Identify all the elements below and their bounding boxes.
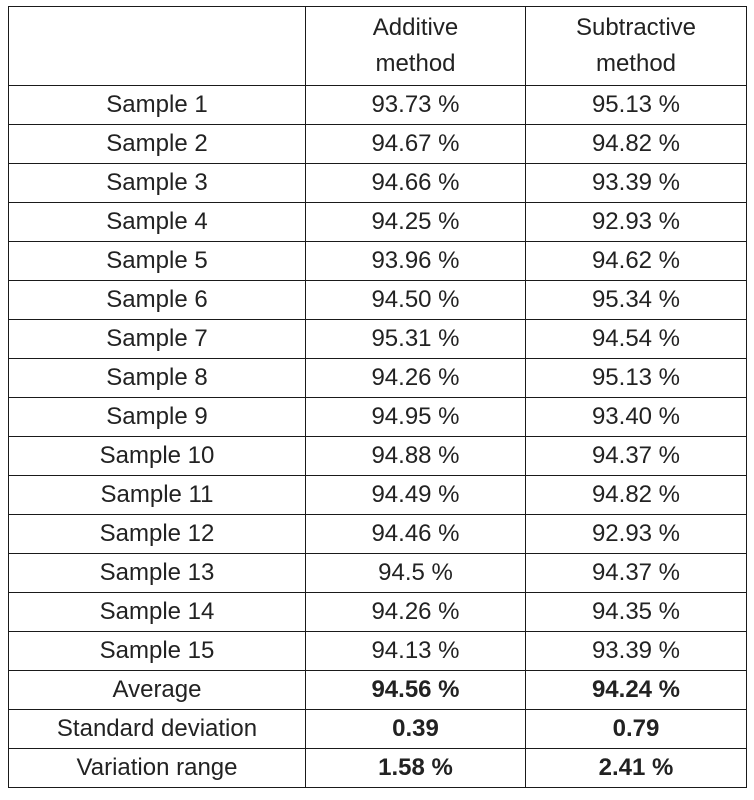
value-cell: 94.13 %	[305, 631, 526, 671]
value-cell: 94.26 %	[305, 592, 526, 632]
table-row: Sample 6 94.50 % 95.34 %	[8, 280, 747, 320]
table-row: Sample 11 94.49 % 94.82 %	[8, 475, 747, 515]
value-cell: 94.62 %	[525, 241, 747, 281]
column-header: Additive method	[305, 6, 526, 86]
table-row: Average 94.56 % 94.24 %	[8, 670, 747, 710]
value-cell: 94.88 %	[305, 436, 526, 476]
table-head: Additive method Subtractive method	[8, 6, 747, 86]
value-cell: 94.5 %	[305, 553, 526, 593]
table-row: Sample 15 94.13 % 93.39 %	[8, 631, 747, 671]
row-label: Sample 14	[8, 592, 306, 632]
value-cell: 94.82 %	[525, 124, 747, 164]
value-cell: 94.56 %	[305, 670, 526, 710]
row-label: Sample 6	[8, 280, 306, 320]
value-cell: 95.31 %	[305, 319, 526, 359]
row-label: Sample 3	[8, 163, 306, 203]
row-label: Sample 1	[8, 85, 306, 125]
value-cell: 94.82 %	[525, 475, 747, 515]
row-label: Sample 4	[8, 202, 306, 242]
row-label: Sample 13	[8, 553, 306, 593]
value-cell: 94.50 %	[305, 280, 526, 320]
value-cell: 92.93 %	[525, 514, 747, 554]
value-cell: 94.35 %	[525, 592, 747, 632]
table-row: Sample 1 93.73 % 95.13 %	[8, 85, 747, 125]
table-row: Sample 12 94.46 % 92.93 %	[8, 514, 747, 554]
results-table: Additive method Subtractive method Sample…	[8, 6, 747, 788]
table-row: Variation range 1.58 % 2.41 %	[8, 748, 747, 788]
value-cell: 94.46 %	[305, 514, 526, 554]
table-row: Sample 13 94.5 % 94.37 %	[8, 553, 747, 593]
value-cell: 2.41 %	[525, 748, 747, 788]
row-label: Sample 2	[8, 124, 306, 164]
corner-cell	[8, 6, 306, 86]
table-row: Sample 7 95.31 % 94.54 %	[8, 319, 747, 359]
table-row: Sample 5 93.96 % 94.62 %	[8, 241, 747, 281]
value-cell: 94.49 %	[305, 475, 526, 515]
row-label: Sample 9	[8, 397, 306, 437]
row-label: Sample 10	[8, 436, 306, 476]
value-cell: 94.26 %	[305, 358, 526, 398]
value-cell: 94.37 %	[525, 436, 747, 476]
value-cell: 1.58 %	[305, 748, 526, 788]
row-label: Variation range	[8, 748, 306, 788]
value-cell: 94.24 %	[525, 670, 747, 710]
row-label: Sample 15	[8, 631, 306, 671]
value-cell: 0.79	[525, 709, 747, 749]
value-cell: 94.66 %	[305, 163, 526, 203]
table-row: Sample 9 94.95 % 93.40 %	[8, 397, 747, 437]
value-cell: 0.39	[305, 709, 526, 749]
value-cell: 93.73 %	[305, 85, 526, 125]
row-label: Sample 8	[8, 358, 306, 398]
value-cell: 94.54 %	[525, 319, 747, 359]
table-row: Sample 3 94.66 % 93.39 %	[8, 163, 747, 203]
column-header: Subtractive method	[525, 6, 747, 86]
value-cell: 95.13 %	[525, 358, 747, 398]
value-cell: 94.25 %	[305, 202, 526, 242]
value-cell: 93.96 %	[305, 241, 526, 281]
value-cell: 92.93 %	[525, 202, 747, 242]
header-row: Additive method Subtractive method	[8, 6, 747, 86]
table-wrapper: Additive method Subtractive method Sample…	[8, 6, 747, 788]
row-label: Sample 5	[8, 241, 306, 281]
row-label: Sample 12	[8, 514, 306, 554]
table-row: Standard deviation 0.39 0.79	[8, 709, 747, 749]
table-row: Sample 2 94.67 % 94.82 %	[8, 124, 747, 164]
value-cell: 94.95 %	[305, 397, 526, 437]
value-cell: 93.39 %	[525, 631, 747, 671]
value-cell: 94.67 %	[305, 124, 526, 164]
row-label: Standard deviation	[8, 709, 306, 749]
row-label: Average	[8, 670, 306, 710]
value-cell: 94.37 %	[525, 553, 747, 593]
value-cell: 95.34 %	[525, 280, 747, 320]
value-cell: 93.39 %	[525, 163, 747, 203]
value-cell: 95.13 %	[525, 85, 747, 125]
table-row: Sample 10 94.88 % 94.37 %	[8, 436, 747, 476]
table-row: Sample 8 94.26 % 95.13 %	[8, 358, 747, 398]
table-row: Sample 4 94.25 % 92.93 %	[8, 202, 747, 242]
table-body: Sample 1 93.73 % 95.13 % Sample 2 94.67 % 94.…	[8, 85, 747, 788]
table-row: Sample 14 94.26 % 94.35 %	[8, 592, 747, 632]
row-label: Sample 11	[8, 475, 306, 515]
value-cell: 93.40 %	[525, 397, 747, 437]
row-label: Sample 7	[8, 319, 306, 359]
